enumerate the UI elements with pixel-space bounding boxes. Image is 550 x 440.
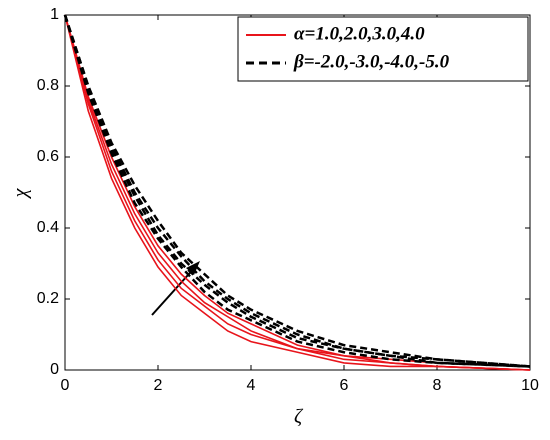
line	[63, 14, 531, 368]
x-tick-label: 4	[247, 377, 256, 394]
line	[63, 14, 531, 368]
x-tick-label: 10	[521, 377, 539, 394]
legend-box	[237, 16, 529, 82]
y-tick-label: 0	[50, 361, 59, 378]
legend-label: α=1.0,2.0,3.0,4.0	[294, 23, 425, 44]
x-tick-label: 0	[61, 377, 70, 394]
line	[64, 14, 531, 371]
y-tick-label: 0.8	[37, 77, 59, 94]
x-tick-label: 2	[154, 377, 163, 394]
plot-area	[64, 14, 531, 371]
line	[63, 14, 531, 368]
x-axis-label: ζ	[294, 406, 304, 428]
x-tick-label: 6	[340, 377, 349, 394]
line	[64, 14, 531, 371]
y-tick-label: 0.6	[37, 148, 59, 165]
x-tick-label: 8	[433, 377, 442, 394]
y-tick-label: 0.2	[37, 290, 59, 307]
arrow	[151, 264, 198, 316]
y-axis-label: χ	[10, 187, 32, 199]
y-tick-label: 1	[50, 6, 59, 23]
y-tick-label: 0.4	[37, 219, 59, 236]
legend-label: β=-2.0,-3.0,-4.0,-5.0	[293, 51, 450, 72]
line	[63, 14, 531, 368]
